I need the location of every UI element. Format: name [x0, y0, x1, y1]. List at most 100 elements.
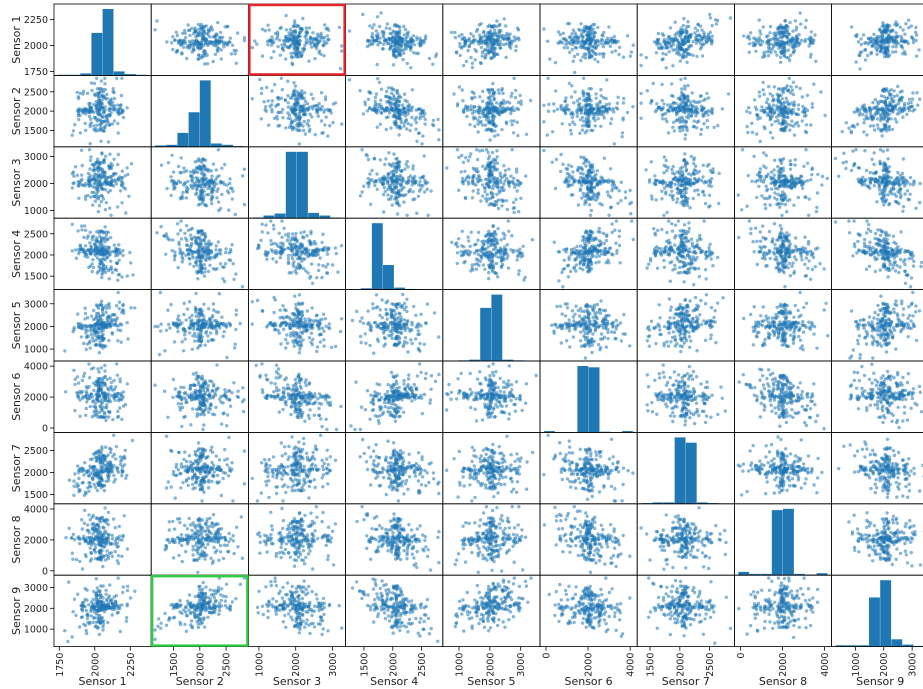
data-point: [581, 119, 586, 123]
data-point: [680, 169, 684, 174]
data-point: [660, 189, 664, 193]
data-point: [656, 31, 661, 36]
data-point: [105, 92, 109, 97]
panel-frame: [150, 75, 249, 148]
data-point: [219, 48, 223, 52]
data-point: [503, 168, 508, 173]
data-point: [270, 107, 274, 112]
data-point: [340, 122, 344, 126]
data-point: [384, 157, 388, 161]
data-point: [81, 89, 86, 94]
data-point: [195, 191, 199, 195]
data-point: [270, 103, 274, 107]
data-point: [691, 111, 695, 115]
data-point: [215, 48, 219, 52]
data-point: [893, 117, 897, 121]
data-point: [424, 34, 428, 38]
data-point: [276, 95, 280, 100]
data-point: [514, 48, 518, 53]
data-point: [416, 131, 421, 135]
data-point: [202, 29, 206, 33]
data-point: [210, 201, 214, 206]
data-point: [495, 106, 499, 111]
data-point: [601, 110, 605, 115]
data-point: [284, 28, 289, 32]
data-point: [700, 36, 705, 41]
data-point: [808, 55, 813, 59]
data-point: [601, 34, 605, 38]
data-point: [303, 91, 307, 95]
data-point: [381, 182, 385, 186]
data-point: [395, 180, 399, 184]
data-point: [753, 98, 757, 102]
data-point: [493, 159, 497, 163]
data-point: [410, 105, 415, 109]
data-point: [760, 105, 764, 109]
data-point: [657, 105, 662, 109]
data-point: [667, 50, 671, 54]
data-point: [812, 82, 816, 86]
data-point: [620, 135, 624, 139]
data-point: [664, 66, 668, 70]
data-point: [120, 76, 124, 81]
data-point: [807, 44, 811, 48]
data-point: [288, 36, 292, 41]
data-point: [399, 36, 404, 41]
data-point: [367, 43, 372, 47]
data-point: [608, 121, 613, 126]
data-point: [693, 111, 698, 115]
data-point: [234, 49, 238, 53]
data-point: [106, 182, 110, 186]
panel-grid: [53, 3, 923, 648]
data-point: [116, 205, 120, 209]
data-point: [103, 97, 108, 101]
data-point: [604, 38, 609, 43]
data-point: [405, 159, 409, 164]
data-point: [92, 162, 96, 167]
data-point: [772, 103, 776, 107]
data-point: [197, 27, 201, 31]
data-point: [602, 156, 607, 160]
data-point: [639, 116, 643, 120]
data-point: [692, 162, 696, 166]
data-point: [363, 100, 367, 104]
data-point: [116, 103, 120, 107]
data-point: [579, 155, 583, 159]
data-point: [583, 56, 588, 60]
data-point: [692, 181, 697, 185]
data-point: [175, 33, 179, 38]
data-point: [605, 190, 610, 194]
data-point: [487, 154, 492, 158]
data-point: [579, 22, 583, 26]
data-point: [790, 88, 795, 92]
data-point: [297, 142, 301, 146]
data-point: [90, 190, 94, 195]
data-point: [484, 114, 488, 119]
data-point: [668, 193, 672, 197]
data-point: [681, 52, 686, 56]
data-point: [308, 127, 312, 132]
data-point: [542, 148, 546, 153]
data-point: [501, 91, 505, 96]
data-point: [583, 199, 587, 203]
data-point: [694, 41, 698, 45]
data-point: [430, 122, 435, 127]
data-point: [216, 20, 220, 25]
data-point: [621, 55, 626, 59]
data-point: [706, 96, 711, 100]
data-point: [470, 90, 474, 94]
data-point: [375, 36, 380, 41]
data-point: [599, 94, 603, 98]
data-point: [75, 173, 80, 177]
data-point: [468, 155, 472, 159]
data-point: [97, 194, 101, 199]
data-point: [800, 95, 804, 99]
data-point: [279, 110, 284, 115]
data-point: [759, 32, 763, 36]
data-point: [512, 119, 516, 123]
data-point: [490, 111, 495, 115]
data-point: [683, 158, 687, 162]
data-point: [612, 142, 616, 146]
data-point: [664, 158, 668, 163]
